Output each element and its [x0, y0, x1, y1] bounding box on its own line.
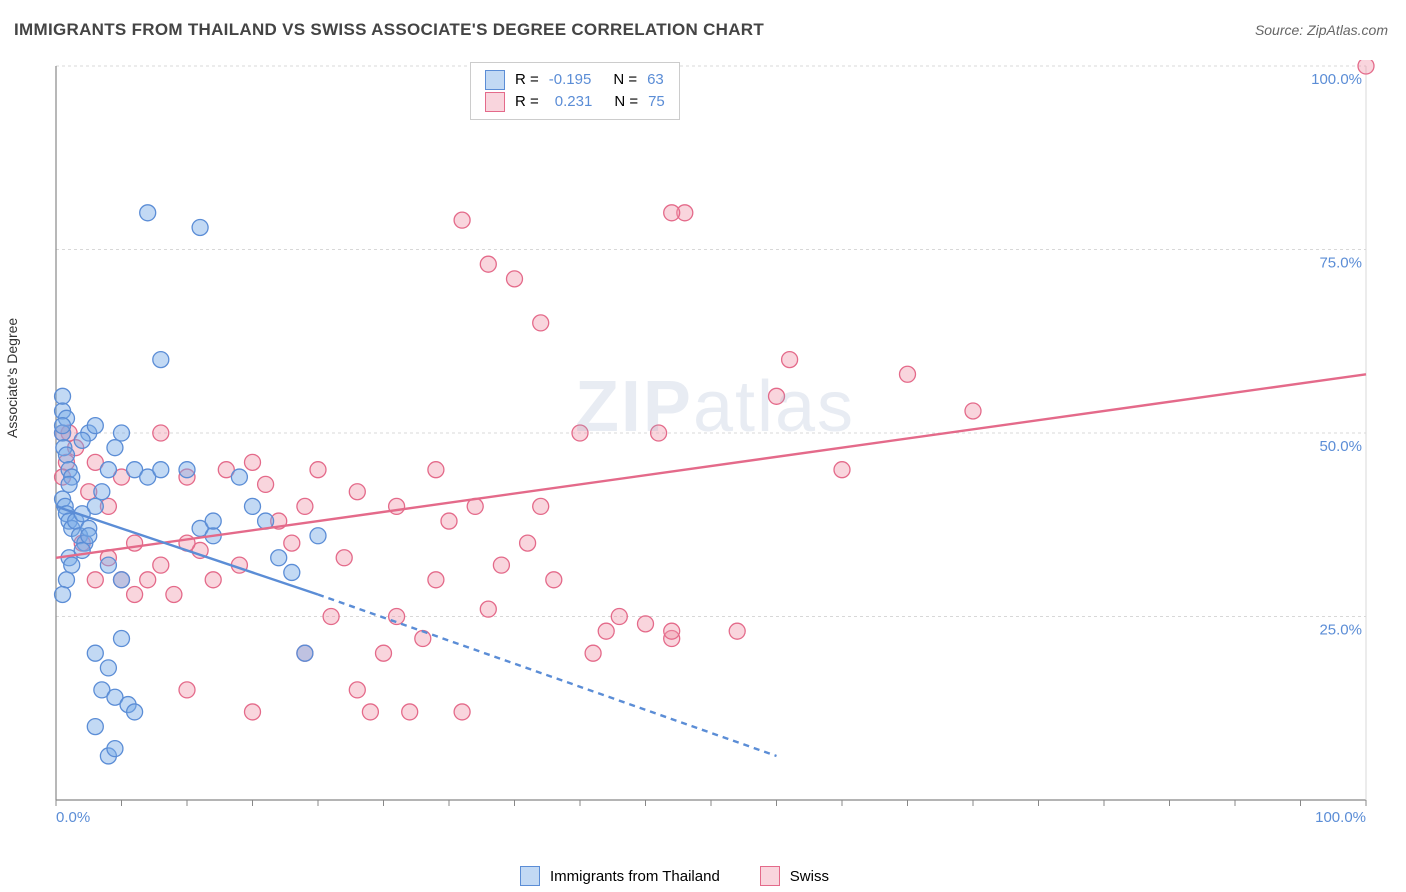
r-value-thailand: -0.195 [549, 69, 592, 91]
r-label: R = [515, 91, 539, 113]
r-label: R = [515, 69, 539, 91]
n-value-swiss: 75 [648, 91, 665, 113]
source-label: Source: [1255, 22, 1303, 38]
svg-text:50.0%: 50.0% [1319, 438, 1362, 455]
svg-text:100.0%: 100.0% [1311, 71, 1362, 88]
y-axis-label: Associate's Degree [4, 318, 20, 438]
legend-label-swiss: Swiss [790, 868, 829, 885]
chart-title: IMMIGRANTS FROM THAILAND VS SWISS ASSOCI… [14, 20, 764, 40]
legend-series: Immigrants from Thailand Swiss [520, 866, 829, 886]
legend-stats-thailand: R = -0.195 N = 63 [485, 69, 665, 91]
r-value-swiss: 0.231 [555, 91, 593, 113]
svg-text:100.0%: 100.0% [1315, 809, 1366, 826]
legend-stats-swiss: R = 0.231 N = 75 [485, 91, 665, 113]
legend-stats: R = -0.195 N = 63 R = 0.231 N = 75 [470, 62, 680, 120]
n-value-thailand: 63 [647, 69, 664, 91]
svg-text:75.0%: 75.0% [1319, 255, 1362, 272]
chart-area: 25.0%50.0%75.0%100.0%0.0%100.0% ZIPatlas [50, 60, 1380, 830]
swatch-thailand-icon [520, 866, 540, 886]
legend-label-thailand: Immigrants from Thailand [550, 868, 720, 885]
legend-item-thailand: Immigrants from Thailand [520, 866, 720, 886]
svg-text:25.0%: 25.0% [1319, 622, 1362, 639]
swatch-thailand-icon [485, 70, 505, 90]
scatter-plot: 25.0% 50.0% 75.0% 100.0% 0.0% 100.0% [50, 60, 1380, 830]
swatch-swiss-icon [760, 866, 780, 886]
legend-item-swiss: Swiss [760, 866, 829, 886]
n-label: N = [614, 91, 638, 113]
source-name: ZipAtlas.com [1307, 22, 1388, 38]
source-attribution: Source: ZipAtlas.com [1255, 22, 1388, 38]
n-label: N = [613, 69, 637, 91]
swatch-swiss-icon [485, 92, 505, 112]
svg-text:0.0%: 0.0% [56, 809, 90, 826]
